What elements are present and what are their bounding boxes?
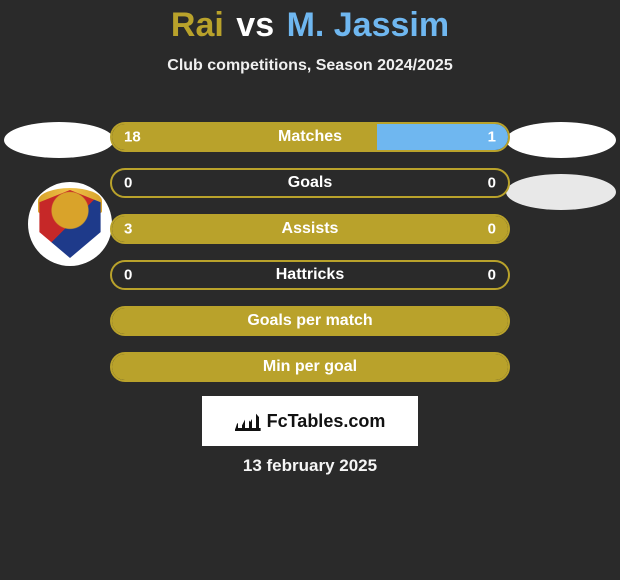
stat-row-min-per-goal: Min per goal (110, 352, 510, 382)
brand-box: FcTables.com (202, 396, 418, 446)
stat-row-goals-per-match: Goals per match (110, 306, 510, 336)
stat-row-hattricks: 00Hattricks (110, 260, 510, 290)
stat-label: Assists (112, 220, 508, 238)
stat-label: Goals per match (112, 312, 508, 330)
player2-club-placeholder (506, 174, 616, 210)
date-line: 13 february 2025 (0, 456, 620, 476)
stat-bars: 181Matches 00Goals 30Assists 00Hattricks Goa… (110, 122, 510, 398)
player1-avatar-placeholder (4, 122, 114, 158)
subtitle: Club competitions, Season 2024/2025 (0, 57, 620, 75)
player1-club-badge (28, 182, 112, 266)
brand-chart-icon (235, 411, 261, 431)
stat-label: Goals (112, 174, 508, 192)
stat-row-goals: 00Goals (110, 168, 510, 198)
title-vs: vs (236, 6, 274, 45)
player2-avatar-placeholder (506, 122, 616, 158)
title-player2: M. Jassim (287, 6, 450, 45)
stat-row-matches: 181Matches (110, 122, 510, 152)
stat-label: Matches (112, 128, 508, 146)
club-badge-wing-icon (38, 188, 102, 214)
club-badge-shield-icon (36, 190, 104, 258)
stat-row-assists: 30Assists (110, 214, 510, 244)
brand-text: FcTables.com (267, 411, 386, 432)
stat-label: Hattricks (112, 266, 508, 284)
title-row: Rai vs M. Jassim (0, 0, 620, 45)
stat-label: Min per goal (112, 358, 508, 376)
title-player1: Rai (171, 6, 224, 45)
